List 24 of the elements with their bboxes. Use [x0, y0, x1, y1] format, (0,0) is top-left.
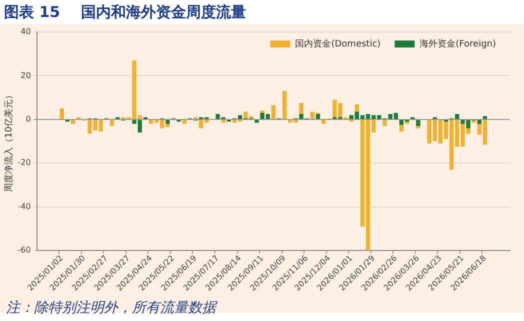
bar	[321, 120, 326, 124]
bar	[382, 120, 387, 126]
bar	[182, 120, 186, 124]
chart-title: 图表 15 国内和海外资金周度流量	[4, 2, 246, 21]
y-tick-label: 20	[20, 70, 31, 80]
bar	[60, 108, 64, 119]
y-tick-label: -20	[18, 158, 31, 168]
legend-label: 国内资金(Domestic)	[295, 38, 381, 50]
y-tick-label: 40	[20, 27, 31, 36]
y-tick-label: -40	[18, 202, 31, 211]
y-axis-title: 周度净流入（10亿美元）	[4, 90, 15, 192]
bar	[282, 91, 287, 119]
y-tick-label: -60	[18, 246, 31, 255]
bar	[221, 120, 226, 123]
bar	[254, 120, 259, 123]
legend-label: 海外资金(Foreign)	[420, 38, 496, 50]
bar	[110, 120, 114, 126]
bar	[416, 120, 420, 126]
bar	[70, 120, 76, 124]
y-tick-label: 0	[26, 114, 31, 124]
bar	[482, 116, 488, 119]
bar	[271, 105, 276, 119]
text: 注：除特别注明外，所有流量数据	[6, 300, 218, 316]
bar	[166, 120, 170, 124]
